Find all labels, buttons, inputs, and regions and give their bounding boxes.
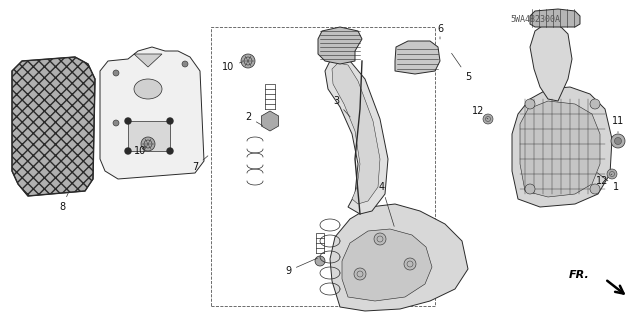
Polygon shape [332,63,380,204]
Circle shape [141,137,155,151]
Circle shape [483,114,493,124]
Circle shape [404,258,416,270]
Polygon shape [342,229,432,301]
Text: 3: 3 [333,96,350,117]
Circle shape [525,184,535,194]
Polygon shape [318,27,362,64]
Text: 12: 12 [472,106,488,119]
Circle shape [241,54,255,68]
Bar [211,27,435,306]
Circle shape [315,256,325,266]
Text: 1: 1 [597,173,619,192]
Circle shape [607,169,617,179]
Circle shape [374,233,386,245]
Circle shape [590,99,600,109]
Circle shape [611,134,625,148]
Circle shape [525,99,535,109]
Circle shape [113,70,119,76]
Text: 9: 9 [285,258,317,276]
Text: 6: 6 [437,24,443,39]
Polygon shape [512,87,612,207]
Polygon shape [330,204,468,311]
Ellipse shape [134,79,162,99]
Polygon shape [530,9,580,27]
Circle shape [167,148,173,154]
Bar [128,121,170,151]
Text: FR.: FR. [569,270,590,280]
Text: 4: 4 [379,182,394,226]
Text: 10: 10 [222,62,243,72]
Circle shape [125,118,131,124]
Text: 10: 10 [134,146,146,156]
Circle shape [113,120,119,126]
Polygon shape [395,41,440,74]
Circle shape [125,148,131,154]
Text: 2: 2 [245,112,262,126]
Circle shape [614,137,621,145]
Polygon shape [520,101,600,197]
Polygon shape [325,57,388,214]
Circle shape [354,268,366,280]
Text: 11: 11 [612,116,624,133]
Text: 7: 7 [192,156,208,172]
Circle shape [182,61,188,67]
Text: 5: 5 [452,53,471,82]
Polygon shape [530,24,572,101]
Text: 5WA4B2300A: 5WA4B2300A [510,14,560,24]
Polygon shape [100,47,204,179]
Polygon shape [12,57,95,196]
Polygon shape [134,54,162,67]
Circle shape [167,118,173,124]
Text: 12: 12 [596,174,612,186]
Circle shape [590,184,600,194]
Text: 8: 8 [59,191,69,212]
